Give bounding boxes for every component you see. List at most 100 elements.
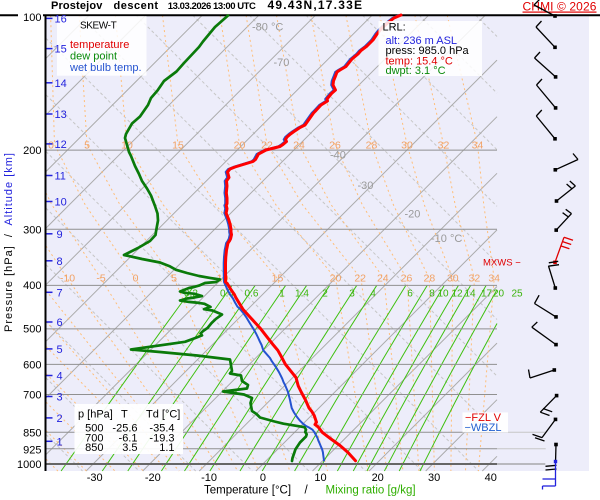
svg-text:dew point: dew point <box>70 51 117 63</box>
svg-text:SKEW-T: SKEW-T <box>80 21 117 32</box>
svg-text:2: 2 <box>57 413 63 425</box>
svg-text:p [hPa]: p [hPa] <box>78 409 113 421</box>
svg-text:6: 6 <box>57 317 63 329</box>
svg-text:5: 5 <box>57 344 63 356</box>
svg-text:alt: 236 m ASL: alt: 236 m ASL <box>386 35 458 47</box>
svg-text:30: 30 <box>447 273 459 285</box>
svg-text:-5: -5 <box>96 273 105 285</box>
svg-text:-70: -70 <box>274 57 290 69</box>
svg-text:34: 34 <box>488 273 500 285</box>
svg-text:descent: descent <box>114 0 159 12</box>
svg-text:LRL:: LRL: <box>383 22 406 34</box>
svg-text:3.5: 3.5 <box>122 442 137 454</box>
svg-text:-20: -20 <box>145 472 161 484</box>
svg-text:10: 10 <box>437 289 449 300</box>
svg-text:26: 26 <box>329 139 341 151</box>
svg-text:100: 100 <box>23 12 41 24</box>
svg-text:-80 °C: -80 °C <box>252 22 283 34</box>
svg-text:-35.4: -35.4 <box>149 423 174 435</box>
svg-text:14: 14 <box>464 289 476 300</box>
svg-text:-40: -40 <box>330 150 346 162</box>
svg-text:temp: 15.4 °C: temp: 15.4 °C <box>386 55 453 67</box>
svg-text:32: 32 <box>438 139 450 151</box>
svg-text:17: 17 <box>481 289 493 300</box>
svg-text:400: 400 <box>23 280 41 292</box>
svg-text:1: 1 <box>279 289 285 300</box>
svg-text:/: / <box>305 485 309 497</box>
svg-text:-30: -30 <box>358 180 374 192</box>
svg-text:850: 850 <box>85 442 103 454</box>
svg-text:4: 4 <box>57 371 63 383</box>
svg-text:-30: -30 <box>87 472 103 484</box>
svg-text:7: 7 <box>57 287 63 299</box>
svg-text:20: 20 <box>493 289 505 300</box>
svg-text:20: 20 <box>372 472 384 484</box>
svg-text:34: 34 <box>472 139 484 151</box>
svg-text:300: 300 <box>23 224 41 236</box>
svg-text:0.6: 0.6 <box>245 289 259 300</box>
svg-text:1.1: 1.1 <box>159 442 174 454</box>
svg-text:700: 700 <box>23 390 41 402</box>
svg-text:24: 24 <box>293 139 305 151</box>
svg-text:14: 14 <box>55 78 67 90</box>
svg-text:0: 0 <box>48 139 54 151</box>
svg-text:1.4: 1.4 <box>295 289 309 300</box>
svg-text:10: 10 <box>314 472 326 484</box>
svg-text:700: 700 <box>85 432 103 444</box>
svg-text:5: 5 <box>171 273 177 285</box>
svg-text:0.4: 0.4 <box>220 289 234 300</box>
svg-text:dwpt: 3.1 °C: dwpt: 3.1 °C <box>386 65 446 77</box>
svg-text:28: 28 <box>424 273 436 285</box>
svg-text:Mixing ratio [g/kg]: Mixing ratio [g/kg] <box>326 485 416 497</box>
svg-text:15: 15 <box>172 139 184 151</box>
svg-text:850: 850 <box>23 427 41 439</box>
svg-text:22: 22 <box>261 139 273 151</box>
svg-text:CHMI © 2026: CHMI © 2026 <box>523 0 597 14</box>
svg-text:15: 15 <box>55 44 67 56</box>
svg-text:1000: 1000 <box>17 459 41 471</box>
svg-text:8: 8 <box>429 289 435 300</box>
svg-text:0: 0 <box>133 273 139 285</box>
svg-text:3: 3 <box>349 289 355 300</box>
svg-text:MXWS −: MXWS − <box>483 258 521 269</box>
svg-text:12: 12 <box>55 139 67 151</box>
svg-text:11: 11 <box>55 171 66 183</box>
svg-text:Td [°C]: Td [°C] <box>146 409 180 421</box>
svg-text:24: 24 <box>377 273 389 285</box>
svg-text:28: 28 <box>366 139 378 151</box>
svg-text:49.43N,17.33E: 49.43N,17.33E <box>268 0 364 12</box>
svg-text:200: 200 <box>23 145 41 157</box>
svg-text:Temperature [°C]: Temperature [°C] <box>204 485 291 497</box>
svg-text:1: 1 <box>57 436 63 448</box>
svg-text:22: 22 <box>354 273 366 285</box>
svg-text:2: 2 <box>322 289 328 300</box>
svg-text:6: 6 <box>407 289 413 300</box>
svg-text:-6.1: -6.1 <box>119 432 138 444</box>
svg-text:temperature: temperature <box>70 39 129 51</box>
svg-text:40: 40 <box>485 472 497 484</box>
svg-text:5: 5 <box>84 139 90 151</box>
svg-text:925: 925 <box>23 444 41 456</box>
svg-text:-25.6: -25.6 <box>112 423 137 435</box>
svg-text:13.03.2026 13:00 UTC: 13.03.2026 13:00 UTC <box>168 1 256 12</box>
svg-text:8: 8 <box>57 256 63 268</box>
svg-text:32: 32 <box>469 273 481 285</box>
svg-text:600: 600 <box>23 359 41 371</box>
svg-text:T: T <box>121 409 128 421</box>
svg-text:20: 20 <box>234 139 246 151</box>
svg-text:-20: -20 <box>405 209 421 221</box>
svg-text:0: 0 <box>260 472 266 484</box>
svg-text:25: 25 <box>511 289 523 300</box>
svg-text:12: 12 <box>451 289 463 300</box>
svg-text:500: 500 <box>23 324 41 336</box>
svg-text:15: 15 <box>272 273 284 285</box>
svg-text:Pressure [hPa] / Altitude [k: Pressure [hPa] / Altitude [km] <box>3 152 15 332</box>
svg-text:30: 30 <box>401 139 413 151</box>
svg-text:wet bulb temp.: wet bulb temp. <box>69 62 142 74</box>
svg-text:16: 16 <box>55 13 67 25</box>
svg-text:500: 500 <box>85 423 103 435</box>
svg-text:-10: -10 <box>201 472 217 484</box>
svg-text:−FZL V: −FZL V <box>465 412 502 424</box>
svg-text:Prostejov: Prostejov <box>51 0 103 12</box>
svg-text:13: 13 <box>55 109 67 121</box>
